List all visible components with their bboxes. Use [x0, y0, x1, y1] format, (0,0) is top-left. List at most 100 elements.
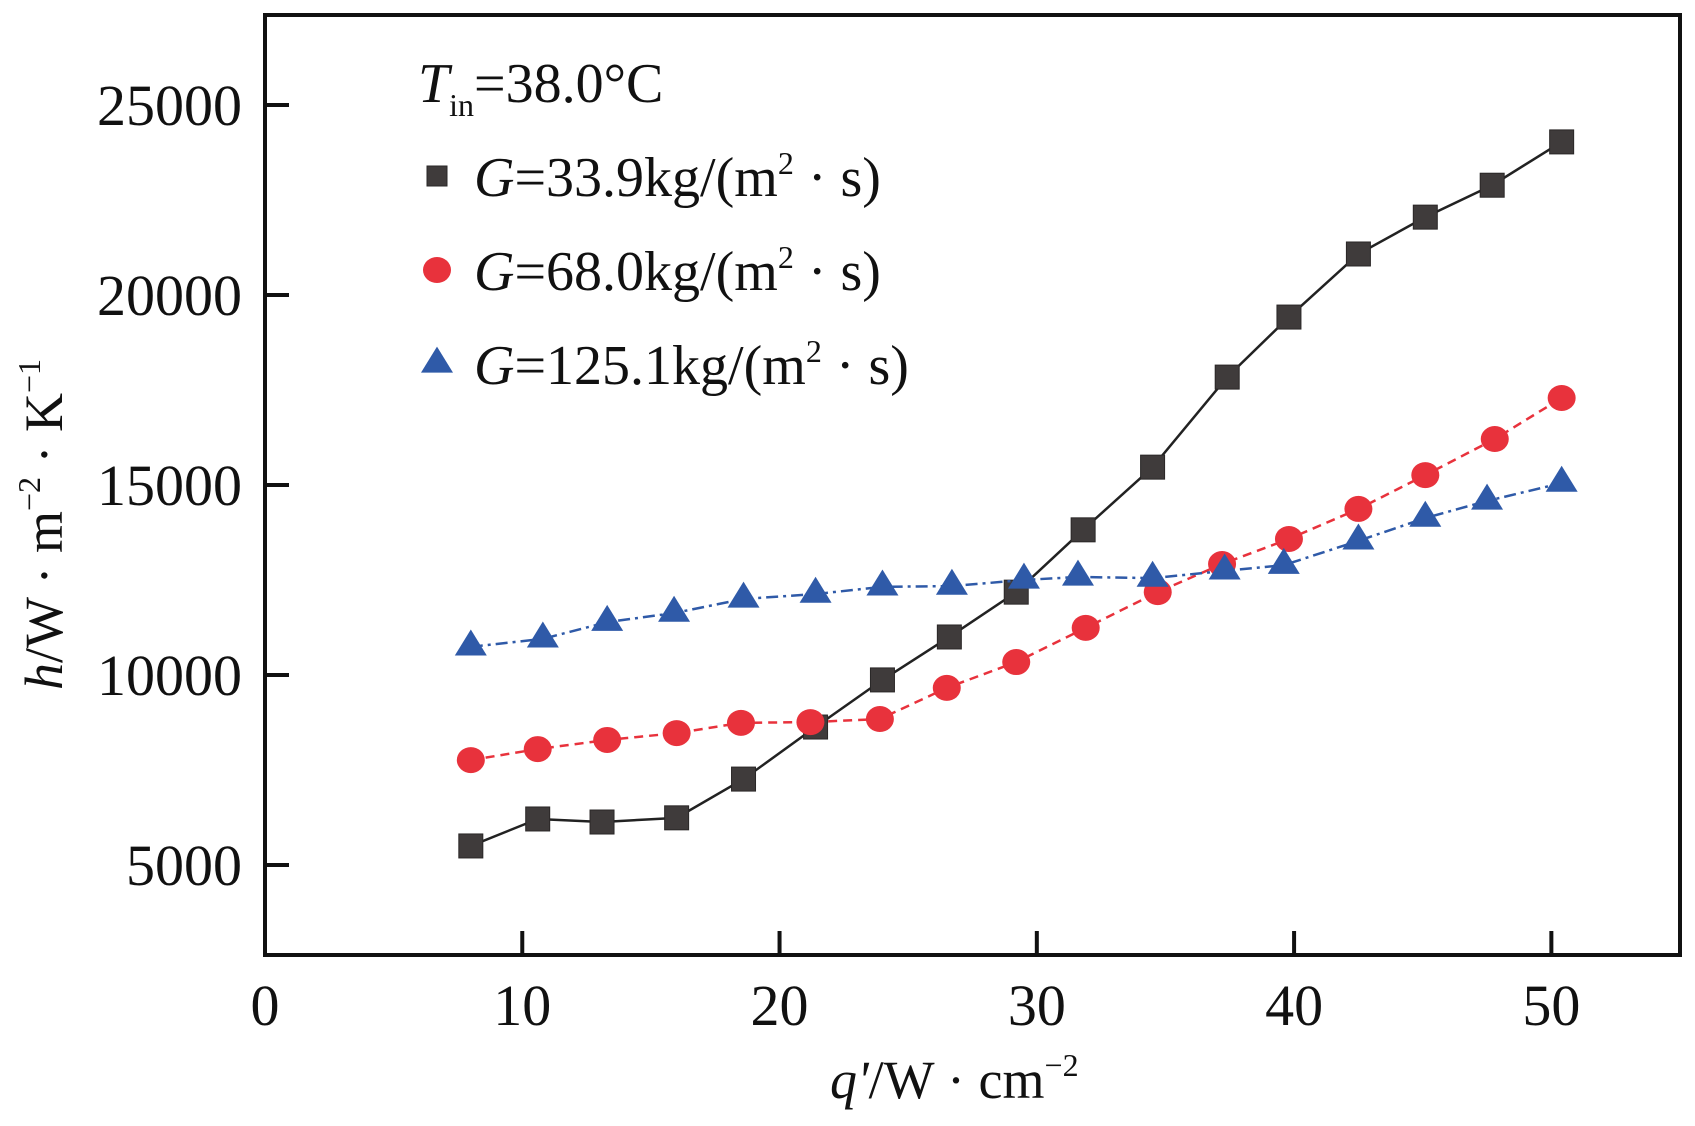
data-point-square: [1140, 454, 1166, 480]
legend-label-sup: 2: [778, 239, 794, 275]
data-point-circle: [662, 720, 691, 747]
legend-label-tail: · s): [794, 241, 881, 303]
x-tick-label: 0: [251, 973, 280, 1038]
legend-label-sup: 2: [778, 145, 794, 181]
y-tick-label: 20000: [97, 263, 242, 328]
annotation-value: =38.0°C: [474, 53, 663, 115]
x-axis-unit-exponent: −2: [1045, 1047, 1079, 1083]
legend-label-tail: · s): [794, 147, 881, 209]
data-point-triangle: [799, 576, 832, 603]
data-point-circle: [796, 709, 825, 736]
x-tick-label: 50: [1522, 973, 1580, 1038]
y-axis-unit-1: /W · m: [14, 511, 74, 663]
series-layer: [454, 129, 1578, 859]
data-point-circle: [1411, 462, 1440, 489]
annotation-subscript: in: [449, 87, 474, 123]
data-point-circle: [726, 709, 755, 736]
data-point-triangle: [1208, 553, 1241, 580]
legend-label-text: =125.1kg/(m: [514, 335, 805, 397]
data-point-triangle: [1409, 500, 1442, 527]
legend-entry: G=33.9kg/(m2 · s): [426, 145, 881, 209]
data-point-circle: [1480, 426, 1509, 453]
y-axis-unit-1-exponent: −2: [11, 477, 47, 511]
y-axis-unit-2: · K: [14, 393, 74, 477]
y-axis-var: h: [14, 663, 74, 690]
series-square: [458, 129, 1575, 859]
series-circle: [456, 384, 1576, 774]
data-point-circle: [1547, 384, 1576, 411]
data-point-square: [1345, 241, 1371, 267]
y-tick-label: 10000: [97, 643, 242, 708]
data-point-square: [589, 809, 615, 835]
annotation-var: T: [418, 53, 453, 115]
data-point-square: [664, 805, 690, 831]
legend-label: G=33.9kg/(m2 · s): [474, 145, 881, 209]
legend-marker-triangle: [421, 346, 453, 373]
x-axis-ticks: 0 10 20 30 40 50: [251, 931, 1580, 1038]
data-point-square: [1276, 304, 1302, 330]
legend-annotation: Tin=38.0°C: [418, 53, 663, 123]
data-point-triangle: [526, 621, 559, 648]
data-point-triangle: [1545, 465, 1578, 492]
data-point-triangle: [1471, 483, 1504, 510]
legend-label-text: =33.9kg/(m: [514, 147, 777, 209]
y-tick-label: 25000: [97, 73, 242, 138]
data-point-square: [1412, 204, 1438, 230]
data-point-square: [525, 806, 551, 832]
legend: Tin=38.0°C G=33.9kg/(m2 · s)G=68.0kg/(m2…: [418, 53, 909, 397]
y-tick-label: 15000: [97, 453, 242, 518]
y-tick-label: 5000: [126, 833, 242, 898]
data-point-square: [936, 624, 962, 650]
data-point-square: [869, 667, 895, 693]
legend-label-sup: 2: [806, 333, 822, 369]
data-point-square: [1549, 129, 1575, 155]
series-triangle: [454, 465, 1578, 656]
data-point-square: [1479, 172, 1505, 198]
legend-label: G=68.0kg/(m2 · s): [474, 239, 881, 303]
y-axis-title: h/W · m−2 · K−1: [11, 359, 74, 690]
legend-label-text: =68.0kg/(m: [514, 241, 777, 303]
data-point-triangle: [866, 569, 899, 596]
x-tick-label: 20: [751, 973, 809, 1038]
y-axis-unit-2-exponent: −1: [11, 359, 47, 393]
x-axis-unit: /W · cm: [869, 1050, 1045, 1110]
data-point-triangle: [1267, 547, 1300, 574]
x-tick-label: 30: [1008, 973, 1066, 1038]
data-point-square: [1214, 364, 1240, 390]
legend-entry: G=125.1kg/(m2 · s): [421, 333, 909, 397]
data-point-triangle: [1061, 559, 1094, 586]
legend-label-var: G: [474, 147, 514, 209]
legend-marker-circle: [423, 257, 451, 283]
data-point-circle: [1274, 525, 1303, 552]
data-point-square: [458, 833, 484, 859]
legend-label-var: G: [474, 335, 514, 397]
x-axis-title: q'/W · cm−2: [830, 1047, 1079, 1110]
data-point-triangle: [591, 604, 624, 631]
x-tick-label: 40: [1265, 973, 1323, 1038]
data-point-triangle: [1007, 562, 1040, 589]
data-point-circle: [456, 747, 485, 774]
legend-entry: G=68.0kg/(m2 · s): [423, 239, 881, 303]
data-point-triangle: [658, 595, 691, 622]
data-point-triangle: [454, 629, 487, 656]
data-point-circle: [1002, 649, 1031, 676]
data-point-triangle: [1342, 523, 1375, 550]
data-point-circle: [932, 674, 961, 701]
data-point-circle: [865, 706, 894, 733]
legend-label-var: G: [474, 241, 514, 303]
legend-label-tail: · s): [822, 335, 909, 397]
legend-marker-square: [426, 165, 448, 187]
data-point-circle: [593, 726, 622, 753]
legend-label: G=125.1kg/(m2 · s): [474, 333, 909, 397]
data-point-square: [1070, 517, 1096, 543]
data-point-circle: [1344, 495, 1373, 522]
data-point-circle: [1071, 614, 1100, 641]
data-point-square: [731, 766, 757, 792]
x-axis-var: q': [830, 1050, 870, 1110]
y-axis-ticks: 5000 10000 15000 20000 25000: [97, 73, 289, 898]
data-point-circle: [523, 736, 552, 763]
x-tick-label: 10: [493, 973, 551, 1038]
data-point-triangle: [1136, 560, 1169, 587]
